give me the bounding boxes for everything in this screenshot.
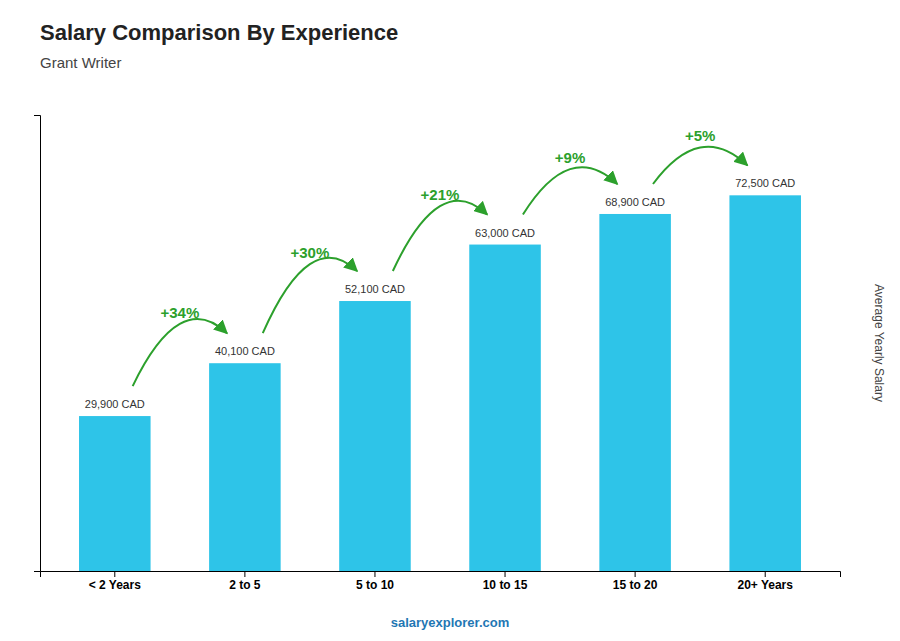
x-tick-label: < 2 Years — [89, 578, 141, 592]
annotation: +9% — [555, 149, 585, 166]
x-tick-line — [635, 571, 636, 577]
x-tick-line — [244, 571, 245, 577]
bar — [209, 363, 281, 571]
bar — [79, 416, 151, 571]
x-axis: < 2 Years 2 to 5 5 to 10 10 to 15 15 to 20 20… — [41, 571, 841, 592]
arrow — [653, 147, 747, 184]
arrow — [523, 167, 617, 214]
x-tick: < 2 Years — [89, 571, 141, 592]
bar — [729, 195, 801, 571]
bars — [79, 195, 801, 571]
annotation: +30% — [291, 244, 330, 261]
plot-area: < 2 Years 2 to 5 5 to 10 10 to 15 15 to 20 20… — [34, 116, 841, 592]
y-axis — [34, 116, 41, 572]
x-tick-line — [114, 571, 115, 577]
x-tick: 20+ Years — [737, 571, 793, 592]
x-tick-label: 15 to 20 — [613, 578, 658, 592]
x-axis-line — [41, 572, 841, 578]
bar — [599, 214, 671, 571]
bar — [339, 301, 411, 571]
annotations: +34% +30% +21% +9% +5% — [133, 127, 748, 386]
chart-root: Salary Comparison By Experience Grant Wri… — [0, 0, 900, 641]
bar — [469, 245, 541, 571]
x-tick-line — [505, 571, 506, 577]
data-label: 52,100 CAD — [345, 283, 405, 295]
arrow — [393, 201, 487, 271]
arrow — [133, 319, 227, 386]
y-axis-title: Average Yearly Salary — [872, 284, 886, 402]
data-label: 40,100 CAD — [215, 345, 275, 357]
annotation: +21% — [421, 186, 460, 203]
data-labels: 29,900 CAD 40,100 CAD 52,100 CAD 63,000 CAD… — [85, 177, 795, 410]
subtitle: Grant Writer — [40, 54, 121, 71]
data-label: 72,500 CAD — [735, 177, 795, 189]
x-tick-line — [765, 571, 766, 577]
title: Salary Comparison By Experience — [40, 20, 398, 45]
data-label: 29,900 CAD — [85, 398, 145, 410]
x-tick-label: 2 to 5 — [229, 578, 261, 592]
data-label: 63,000 CAD — [475, 227, 535, 239]
data-label: 68,900 CAD — [605, 196, 665, 208]
annotation: +34% — [160, 304, 199, 321]
x-tick-label: 10 to 15 — [483, 578, 528, 592]
x-tick: 2 to 5 — [229, 571, 261, 592]
x-tick-label: 20+ Years — [737, 578, 793, 592]
footer: salaryexplorer.com — [391, 615, 510, 630]
arrow — [263, 258, 357, 333]
annotation: +5% — [685, 127, 715, 144]
y-axis-line — [34, 116, 41, 572]
x-tick: 10 to 15 — [483, 571, 528, 592]
x-tick-label: 5 to 10 — [356, 578, 394, 592]
x-tick: 5 to 10 — [356, 571, 394, 592]
x-tick-line — [374, 571, 375, 577]
x-tick: 15 to 20 — [613, 571, 658, 592]
